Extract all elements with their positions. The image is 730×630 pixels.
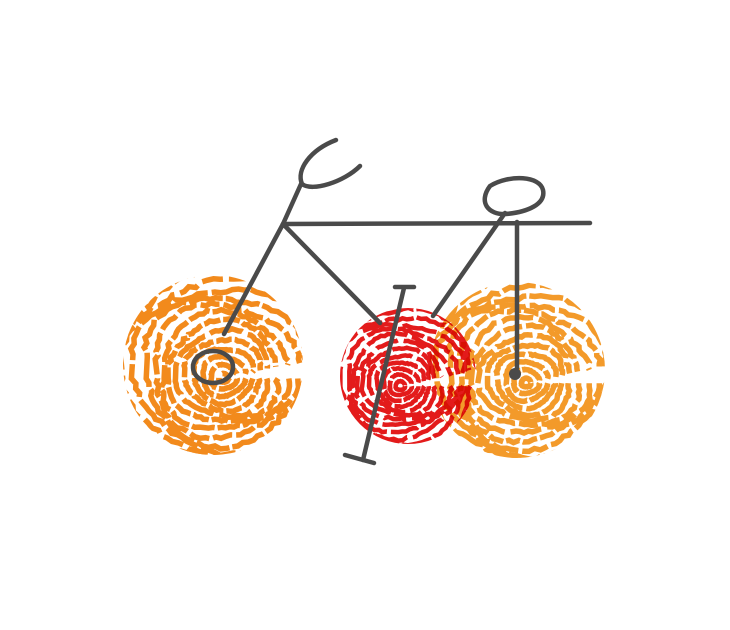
fingerprint-ridge [340, 315, 470, 444]
fingerprint-ridge [140, 294, 303, 452]
handlebar-icon [298, 137, 363, 190]
fingerprint-ridge [474, 331, 573, 424]
fingerprint-ridge [181, 336, 264, 415]
fingerprint-ridge [502, 358, 551, 405]
fingerprint-ridge [393, 378, 408, 393]
fingerprint-ridge [165, 316, 282, 425]
fingerprint-ridge [484, 341, 566, 419]
fingerprint-ridge [172, 325, 271, 420]
fingerprint-ridge [190, 346, 257, 408]
fingerprint-ridge [158, 306, 293, 431]
fingerprint-ridge [350, 330, 455, 427]
crank-arm [360, 285, 407, 463]
fingerprint-ridge [381, 366, 421, 404]
fingerprint-ridge [346, 326, 462, 435]
fingerprint-ridge [493, 351, 559, 412]
fingerprint-ridge [386, 372, 415, 398]
fingerprint-ridge [510, 366, 543, 397]
fingerprint-ridge [354, 337, 445, 422]
bicycle-frame [190, 137, 593, 466]
down-tube [280, 221, 383, 326]
top-tube [280, 220, 593, 227]
front-hub-icon [190, 348, 236, 386]
fingerprint-ridge [518, 375, 534, 390]
fingerprint-ridge [152, 299, 303, 442]
fork [221, 221, 286, 337]
pedal-bottom-icon [342, 452, 377, 466]
fingerprint-ridge [359, 345, 438, 419]
fingerprint-ridge [200, 353, 249, 400]
fingerprint-ridge [463, 313, 593, 436]
rear-hub-icon [509, 368, 521, 380]
head-stem [280, 181, 304, 227]
seat-tube [430, 210, 508, 319]
fingerprint-ridge [374, 360, 427, 410]
fingerprint-ridge [207, 361, 241, 392]
fingerprint-ridge [366, 353, 432, 415]
saddle-icon [482, 175, 546, 217]
